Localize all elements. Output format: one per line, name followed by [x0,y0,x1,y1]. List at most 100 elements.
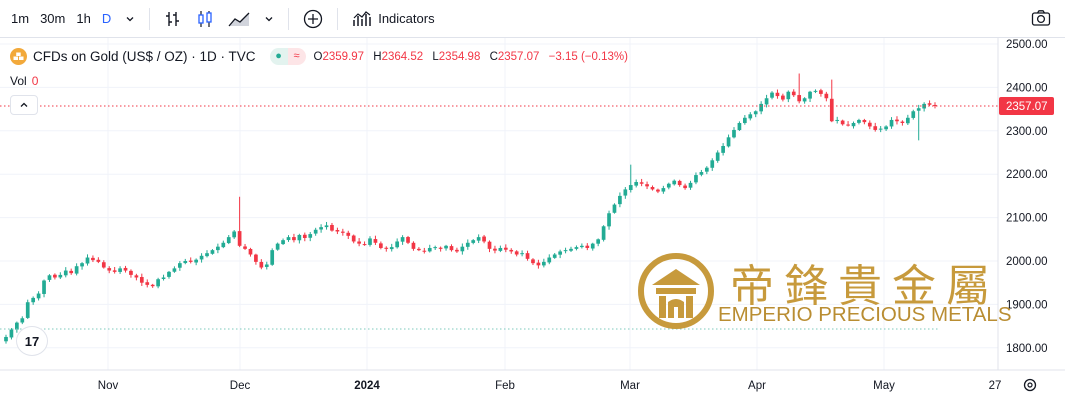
timeframe-1h[interactable]: 1h [76,11,91,26]
time-tick-label: Apr [748,380,766,392]
candle [835,116,840,124]
candle [31,296,36,305]
candle [873,122,878,132]
candle [123,265,128,273]
candle [63,267,68,278]
gold-symbol-icon [10,48,27,65]
candle [911,109,916,120]
timeframe-d[interactable]: D [101,11,112,26]
candle [770,91,774,100]
candle [357,238,361,247]
chevron-down-icon[interactable] [264,14,274,24]
candle [449,244,454,252]
candle [427,244,432,253]
candle [748,112,753,121]
toolbar-divider [149,7,151,30]
candle [840,119,845,126]
candle [259,259,264,270]
candle [25,299,30,319]
close-value: 2357.07 [497,50,540,63]
candle [85,254,90,266]
price-chart[interactable]: 2357.07 2500.00 2400.00 2300.00 2200.00 2100… [0,38,1065,404]
candle [139,273,144,286]
candle [503,244,508,253]
candle [20,316,25,325]
candle [867,120,872,130]
collapse-legend-button[interactable] [10,95,38,115]
plus-circle-icon[interactable] [303,9,323,29]
candles-icon[interactable] [196,10,214,28]
candle [346,230,351,239]
candle [498,245,503,253]
candle [216,243,220,254]
candle [129,269,133,278]
watermark-english-text: EMPERIO PRECIOUS METALS [718,303,1012,326]
candle [15,321,19,333]
candle [112,267,117,274]
chart-legend: CFDs on Gold (US$ / OZ) · 1D · TVC ● ≈ O… [10,48,634,65]
candle [395,238,400,249]
time-tick-label: Feb [495,380,515,392]
candle [254,253,258,265]
candle [167,270,171,279]
candle [596,238,601,247]
indicators-label: Indicators [378,11,435,26]
candle [308,232,313,242]
candle [569,246,573,253]
candle [482,234,486,244]
candle [465,239,470,250]
candle [400,235,405,245]
candle [694,172,698,185]
bars-icon[interactable] [164,10,182,28]
price-tick-label: 2100.00 [1006,213,1048,225]
candle [574,245,579,251]
candle [297,233,302,244]
candle [563,247,568,254]
candle [210,249,215,255]
candle [134,273,139,281]
symbol-title[interactable]: CFDs on Gold (US$ / OZ) · 1D · TVC [33,49,256,64]
indicators-button[interactable]: Indicators [352,10,435,28]
candle [639,178,644,187]
open-value: 2359.97 [322,50,365,63]
chevron-down-icon[interactable] [125,14,135,24]
settings-icon[interactable] [1023,378,1037,392]
candles-series [4,73,937,344]
candle [4,334,8,344]
chart-overlay: 2357.07 [0,97,1054,330]
price-tick-label: 2500.00 [1006,39,1048,51]
candle [786,90,791,103]
candle [677,179,682,187]
candle [53,273,57,280]
candle [438,246,443,252]
candle [666,182,671,190]
candle [846,121,850,127]
candle [379,241,383,250]
volume-label: Vol [10,74,27,88]
price-tick-label: 1900.00 [1006,299,1048,311]
market-status-pill[interactable]: ● ≈ [269,48,306,65]
candle [927,100,932,107]
timeframe-30m[interactable]: 30m [40,11,66,26]
price-tick-label: 2300.00 [1006,126,1048,138]
price-tick-label: 2400.00 [1006,82,1048,94]
area-icon[interactable] [228,10,250,28]
candle [80,262,84,270]
timeframe-1m[interactable]: 1m [11,11,30,26]
candle [933,102,937,109]
candle [389,243,394,252]
candle [107,266,112,274]
candle [862,118,867,125]
candle [248,247,253,257]
candle [199,253,204,263]
candle [618,192,622,208]
tradingview-logo[interactable]: 17 [16,326,48,356]
candle [275,242,280,251]
candle [183,258,188,265]
candle [368,236,372,247]
close-key: C [489,50,498,63]
camera-icon[interactable] [1031,9,1051,32]
candle [324,221,329,230]
candle [145,279,150,288]
candle [243,243,247,250]
